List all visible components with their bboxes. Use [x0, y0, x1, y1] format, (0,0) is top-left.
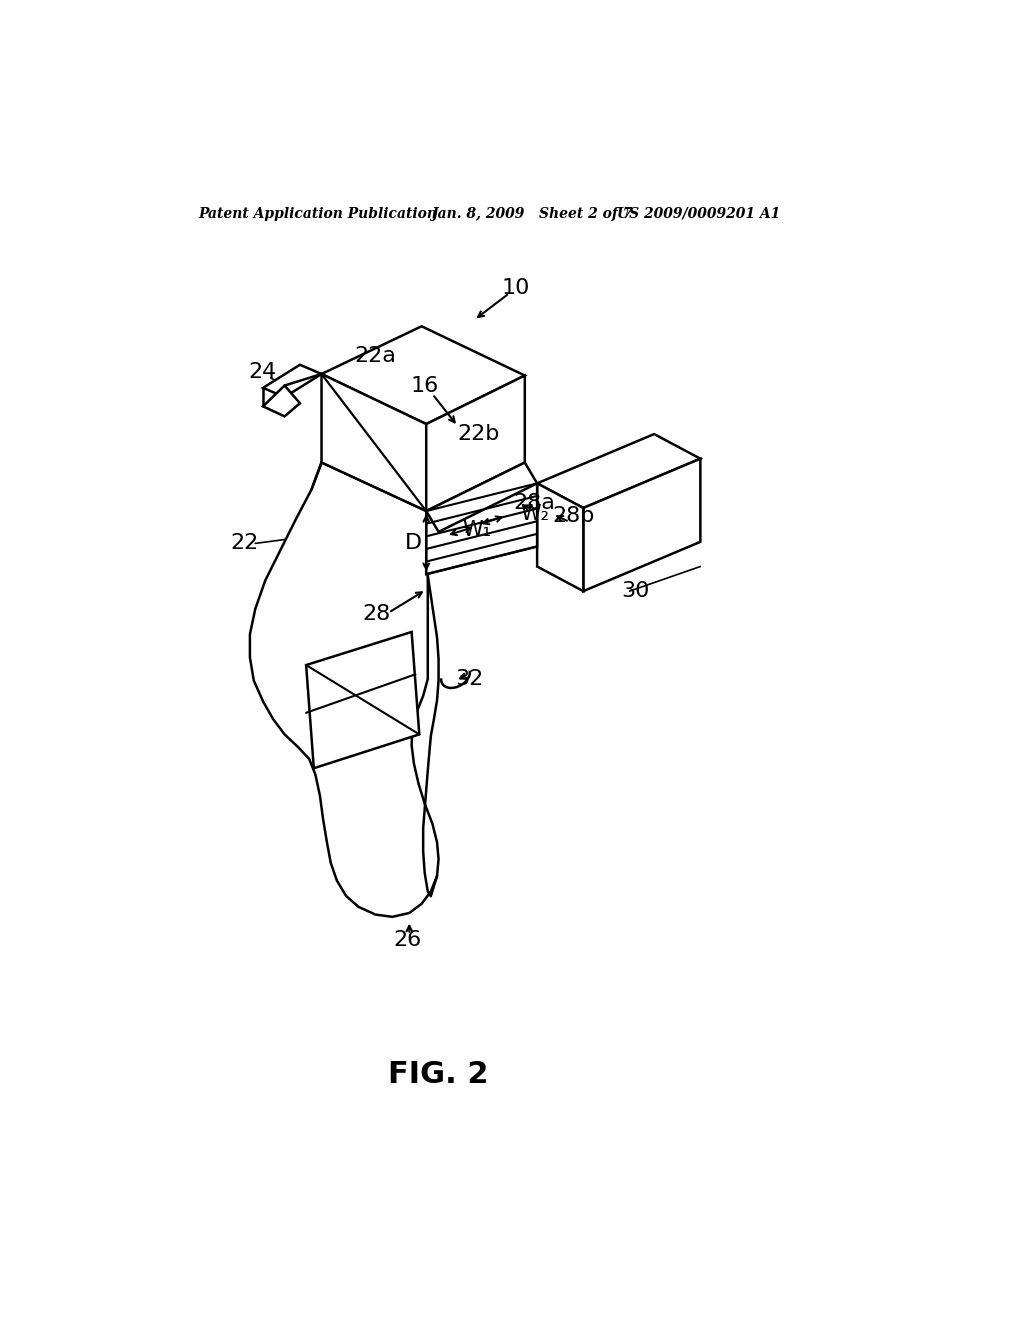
Polygon shape	[538, 483, 584, 591]
Polygon shape	[263, 364, 322, 397]
Text: Jan. 8, 2009   Sheet 2 of 7: Jan. 8, 2009 Sheet 2 of 7	[431, 207, 632, 220]
Polygon shape	[426, 376, 524, 511]
Polygon shape	[426, 483, 538, 574]
Polygon shape	[584, 459, 700, 591]
Polygon shape	[322, 326, 524, 424]
Text: W₁: W₁	[463, 520, 492, 540]
Polygon shape	[322, 374, 426, 511]
Text: 16: 16	[411, 376, 439, 396]
Text: 22: 22	[230, 533, 259, 553]
Polygon shape	[538, 434, 700, 508]
Text: 28b: 28b	[552, 507, 595, 527]
Text: 10: 10	[502, 277, 529, 298]
Text: 30: 30	[622, 581, 650, 601]
Text: 28a: 28a	[513, 494, 555, 513]
Polygon shape	[426, 462, 538, 532]
Text: 28: 28	[362, 605, 391, 624]
Text: FIG. 2: FIG. 2	[388, 1060, 488, 1089]
Text: 24: 24	[249, 363, 278, 383]
Text: US 2009/0009201 A1: US 2009/0009201 A1	[617, 207, 780, 220]
Polygon shape	[306, 632, 419, 768]
Text: 22a: 22a	[354, 346, 396, 366]
Polygon shape	[263, 385, 300, 416]
Text: 32: 32	[456, 669, 483, 689]
Text: D: D	[406, 533, 423, 553]
Text: 22b: 22b	[458, 424, 500, 444]
Text: 26: 26	[393, 931, 422, 950]
Text: W₂: W₂	[520, 504, 549, 524]
Text: Patent Application Publication: Patent Application Publication	[199, 207, 437, 220]
